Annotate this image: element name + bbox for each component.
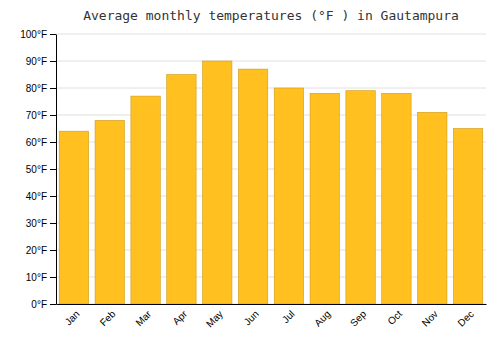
x-tick-label: Feb [98, 308, 118, 328]
y-tick-label: 30°F [26, 218, 47, 229]
chart: Jan Feb Mar Apr May Jun Jul Aug Sep Oct Nov Dec 0°F 1… [0, 0, 500, 350]
x-tick: Feb [98, 308, 118, 328]
x-axis-line [57, 304, 487, 305]
x-tick-label: Aug [312, 308, 332, 328]
bar [203, 61, 232, 304]
y-tick-mark [50, 142, 56, 143]
x-tick-label: May [204, 308, 225, 329]
bar [382, 93, 411, 304]
x-axis: Jan Feb Mar Apr May Jun Jul Aug Sep Oct Nov Dec [57, 305, 487, 330]
bar [346, 91, 375, 304]
x-tick-label: Nov [420, 308, 440, 328]
x-tick: Jul [280, 308, 297, 325]
x-tick-label: Dec [455, 308, 475, 328]
x-tick: Dec [455, 308, 475, 328]
y-tick: 10°F [26, 272, 56, 283]
y-tick: 0°F [31, 299, 56, 310]
y-axis-line [56, 35, 57, 305]
x-tick: Mar [133, 308, 153, 328]
y-tick: 60°F [26, 137, 56, 148]
x-tick: Apr [170, 308, 189, 327]
y-tick-label: 70°F [26, 110, 47, 121]
x-tick: Nov [420, 308, 440, 328]
x-tick: Oct [385, 308, 404, 327]
y-tick-mark [50, 277, 56, 278]
y-tick: 50°F [26, 164, 56, 175]
y-tick-label: 60°F [26, 137, 47, 148]
x-tick: Aug [312, 308, 332, 328]
y-tick-mark [50, 61, 56, 62]
x-tick-label: Mar [133, 308, 153, 328]
grid [56, 34, 486, 304]
bar [310, 93, 339, 304]
bar [274, 88, 303, 304]
x-tick-label: Sep [348, 308, 369, 329]
y-tick-label: 20°F [26, 245, 47, 256]
bar [95, 120, 124, 304]
bar [453, 129, 482, 305]
y-tick: 40°F [26, 191, 56, 202]
grid-line [56, 61, 486, 62]
y-axis: 0°F 10°F 20°F 30°F 40°F 50°F 60°F 70°F 80°F 90°F 1… [20, 29, 56, 310]
y-tick-label: 40°F [26, 191, 47, 202]
title: Average monthly temperatures (°F ) in Ga… [83, 8, 459, 23]
x-tick-label: Jun [242, 308, 261, 327]
x-tick-label: Apr [170, 308, 189, 327]
grid-line [56, 88, 486, 89]
y-tick: 70°F [26, 110, 56, 121]
bar [418, 112, 447, 304]
x-tick: Jun [242, 308, 261, 327]
x-tick-label: Jul [280, 308, 297, 325]
y-tick: 30°F [26, 218, 56, 229]
y-tick-label: 0°F [31, 299, 47, 310]
y-tick-label: 10°F [26, 272, 47, 283]
y-tick-label: 100°F [20, 29, 47, 40]
x-tick: Jan [63, 308, 82, 327]
y-tick-label: 90°F [26, 56, 47, 67]
y-tick-label: 50°F [26, 164, 47, 175]
y-tick-mark [50, 169, 56, 170]
x-tick-label: Oct [385, 308, 404, 327]
x-tick: Sep [348, 308, 369, 329]
bar [238, 69, 267, 304]
y-tick-mark [50, 223, 56, 224]
y-tick: 80°F [26, 83, 56, 94]
bar [59, 131, 88, 304]
y-tick: 100°F [20, 29, 56, 40]
bar [131, 96, 160, 304]
y-tick-mark [50, 34, 56, 35]
grid-line [56, 34, 486, 35]
bars [59, 61, 483, 304]
y-tick: 90°F [26, 56, 56, 67]
y-tick-label: 80°F [26, 83, 47, 94]
y-tick-mark [50, 250, 56, 251]
y-tick-mark [50, 196, 56, 197]
x-tick-label: Jan [63, 308, 82, 327]
y-tick-mark [50, 304, 56, 305]
plot: Jan Feb Mar Apr May Jun Jul Aug Sep Oct Nov Dec 0°F 1… [20, 29, 486, 330]
x-tick: May [204, 308, 225, 329]
y-tick: 20°F [26, 245, 56, 256]
y-tick-mark [50, 88, 56, 89]
bar [167, 75, 196, 305]
y-tick-mark [50, 115, 56, 116]
